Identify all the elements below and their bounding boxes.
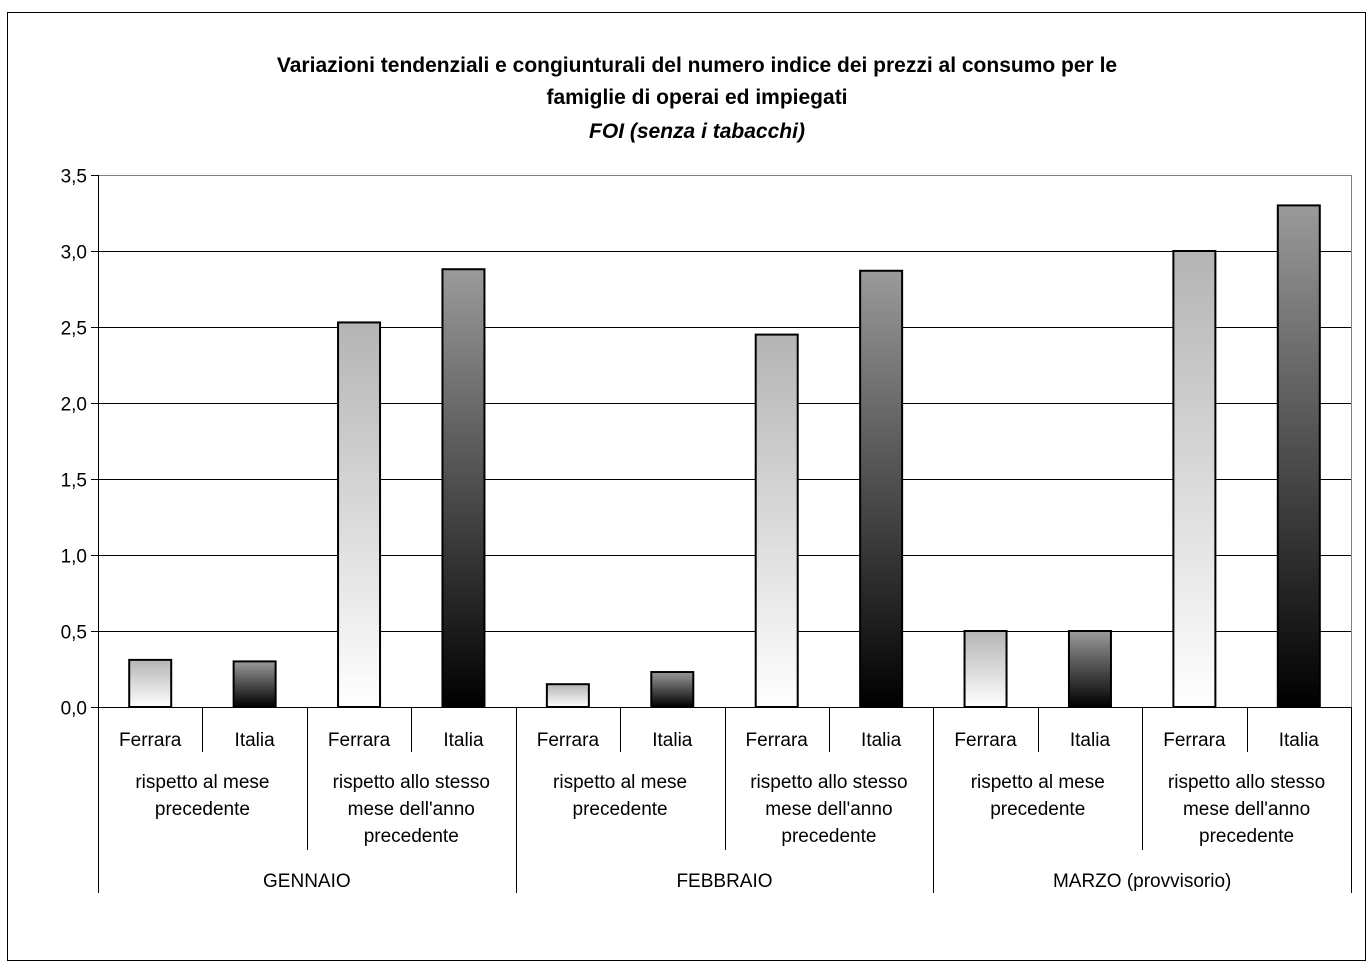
- y-tick-label: 0,0: [61, 699, 87, 720]
- x-tick-label: Ferrara: [746, 730, 809, 751]
- x-tick-label: Italia: [1279, 730, 1320, 751]
- bar-ferrara: [963, 630, 1008, 708]
- y-tick-label: 1,5: [61, 471, 87, 492]
- month-label: GENNAIO: [263, 871, 351, 892]
- group-label: mese dell'anno: [765, 799, 892, 820]
- x-tick-label: Ferrara: [1163, 730, 1226, 751]
- bar-ferrara: [754, 333, 799, 708]
- group-label: precedente: [573, 799, 668, 820]
- x-tick-label: Ferrara: [954, 730, 1017, 751]
- x-tick-label: Ferrara: [328, 730, 391, 751]
- group-label: precedente: [364, 826, 459, 847]
- bar-italia: [1067, 630, 1112, 708]
- x-tick-label: Italia: [235, 730, 276, 751]
- bar-italia: [441, 268, 486, 708]
- x-axis: Ferrara Italia Ferrara Italia Ferrara Italia F…: [98, 707, 1352, 893]
- chart-frame: [7, 12, 1366, 961]
- y-tick-label: 1,0: [61, 547, 87, 568]
- x-tick-label: Italia: [443, 730, 484, 751]
- group-label: mese dell'anno: [1183, 799, 1310, 820]
- bar-italia: [1276, 204, 1321, 708]
- group-label: rispetto allo stesso: [750, 772, 907, 793]
- bar-ferrara: [545, 683, 590, 709]
- group-label: precedente: [1199, 826, 1294, 847]
- group-label: mese dell'anno: [348, 799, 475, 820]
- y-tick-label: 3,5: [61, 167, 87, 188]
- bar-italia: [859, 269, 904, 708]
- y-tick-label: 3,0: [61, 243, 87, 264]
- group-label: rispetto al mese: [553, 772, 687, 793]
- month-label: FEBBRAIO: [676, 871, 772, 892]
- bars: [128, 204, 1321, 709]
- group-label: rispetto allo stesso: [333, 772, 490, 793]
- group-label: rispetto al mese: [971, 772, 1105, 793]
- y-axis: 0,0 0,5 1,0 1,5 2,0 2,5 3,0 3,5: [61, 167, 99, 720]
- x-tick-label: Ferrara: [119, 730, 182, 751]
- gridlines: [98, 175, 1352, 707]
- chart-title-line-2: famiglie di operai ed impiegati: [546, 86, 847, 109]
- group-label: rispetto al mese: [135, 772, 269, 793]
- x-tick-label: Ferrara: [537, 730, 600, 751]
- y-tick-label: 2,0: [61, 395, 87, 416]
- chart-title-line-1: Variazioni tendenziali e congiunturali d…: [277, 54, 1117, 77]
- bar-italia: [650, 671, 695, 708]
- bar-ferrara: [337, 321, 382, 708]
- y-tick-label: 0,5: [61, 623, 87, 644]
- group-label: precedente: [990, 799, 1085, 820]
- x-tick-label: Italia: [652, 730, 693, 751]
- bar-ferrara: [128, 658, 173, 709]
- x-tick-label: Italia: [861, 730, 902, 751]
- chart-subtitle: FOI (senza i tabacchi): [589, 120, 805, 143]
- group-label: precedente: [155, 799, 250, 820]
- group-label: precedente: [781, 826, 876, 847]
- bar-ferrara: [1172, 250, 1217, 708]
- group-label: rispetto allo stesso: [1168, 772, 1325, 793]
- x-tick-label: Italia: [1070, 730, 1111, 751]
- y-tick-label: 2,5: [61, 319, 87, 340]
- bar-italia: [232, 660, 277, 709]
- month-label: MARZO (provvisorio): [1053, 871, 1231, 892]
